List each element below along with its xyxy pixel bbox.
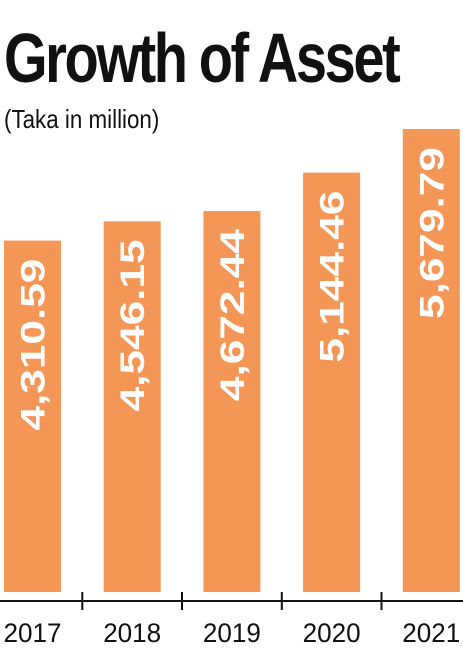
bar-value-label-2017: 4,310.59 <box>15 259 53 431</box>
bar-2017 <box>4 240 61 592</box>
bars-layer: 4,310.59 4,546.15 4,672.44 5,144.46 5,679.79 <box>4 129 460 592</box>
chart-title: Growth of Asset <box>4 19 401 97</box>
chart-subtitle: (Taka in million) <box>4 104 160 134</box>
bar-value-label-2021: 5,679.79 <box>413 147 451 319</box>
x-tick-label-2020: 2020 <box>303 618 361 648</box>
bar-value-label-2020: 5,144.46 <box>314 191 352 363</box>
bar-2021 <box>402 129 460 592</box>
x-tick-label-2017: 2017 <box>4 618 62 648</box>
bar-value-label-2018: 4,546.15 <box>114 239 152 411</box>
bar-2018 <box>103 221 161 592</box>
x-tick-label-2021: 2021 <box>402 618 460 648</box>
x-tick-label-2018: 2018 <box>103 618 161 648</box>
x-tick-label-2019: 2019 <box>203 618 261 648</box>
bar-2020 <box>303 172 361 592</box>
bar-value-label-2019: 4,672.44 <box>214 229 252 401</box>
x-axis: 2017 2018 2019 2020 2021 <box>0 592 463 648</box>
bar-2019 <box>203 211 261 592</box>
